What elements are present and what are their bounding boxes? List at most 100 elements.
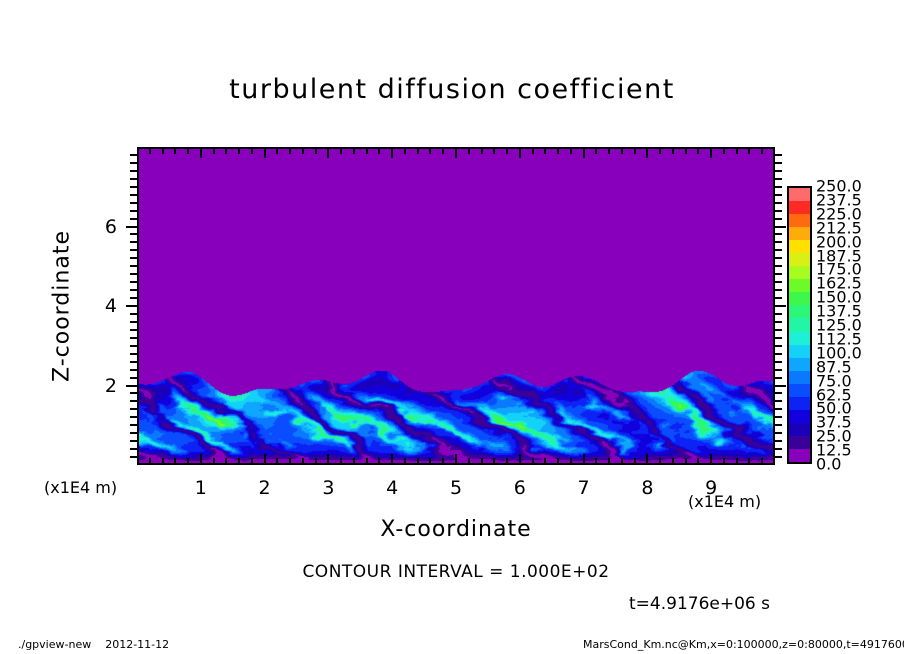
colorbar-tick-label: 75.0 [816,371,852,391]
axis-tick [775,249,782,252]
colorbar-cell [789,370,810,384]
axis-tick [174,147,177,154]
axis-tick [212,147,215,154]
axis-tick [775,416,782,419]
colorbar-cell [789,240,810,254]
colorbar-tick-label: 125.0 [816,315,862,335]
axis-tick [429,458,432,465]
axis-tick [697,147,700,154]
axis-tick [126,225,137,228]
colorbar [787,186,812,464]
axis-tick [130,257,137,260]
axis-tick [620,458,623,465]
axis-tick [722,458,725,465]
axis-tick [276,458,279,465]
axis-tick [130,352,137,355]
axis-tick [130,392,137,395]
axis-tick [391,147,394,158]
axis-tick [493,458,496,465]
colorbar-cell [789,227,810,241]
axis-tick [775,265,782,268]
axis-tick [748,458,751,465]
axis-tick [199,454,202,465]
axis-tick [130,416,137,419]
contour-interval-label: CONTOUR INTERVAL = 1.000E+02 [302,562,610,582]
axis-tick [775,209,782,212]
axis-tick [775,456,782,459]
axis-tick [403,147,406,154]
axis-tick [608,147,611,154]
x-tick-label: 4 [386,477,399,499]
axis-tick [569,458,572,465]
colorbar-tick-label: 250.0 [816,176,862,196]
x-axis-unit-label: (x1E4 m) [688,492,762,511]
axis-tick [442,458,445,465]
axis-tick [775,281,782,284]
y-axis-ticks-right [775,147,786,465]
axis-tick [340,147,343,154]
axis-tick [130,177,137,180]
axis-tick [378,147,381,154]
axis-tick [148,458,151,465]
axis-tick [775,440,782,443]
axis-tick [595,147,598,154]
colorbar-cell [789,253,810,267]
axis-tick [130,281,137,284]
axis-tick [775,233,782,236]
colorbar-tick-label: 12.5 [816,440,852,460]
axis-tick [775,312,782,315]
colorbar-cell [789,422,810,436]
axis-tick [365,147,368,154]
axis-tick [174,458,177,465]
axis-tick [775,368,782,371]
axis-tick [130,368,137,371]
axis-tick [130,440,137,443]
axis-tick [775,400,782,403]
plot-area [137,147,775,465]
axis-tick [416,458,419,465]
colorbar-cell [789,214,810,228]
colorbar-tick-label: 87.5 [816,357,852,377]
axis-tick [775,448,782,451]
axis-tick [582,454,585,465]
axis-tick [130,185,137,188]
axis-tick [518,454,521,465]
x-tick-label: 8 [641,477,654,499]
colorbar-tick-label: 237.5 [816,190,862,210]
axis-tick [671,458,674,465]
colorbar-tick-label: 0.0 [816,454,842,474]
footer-command-text: ./gpview-new [18,638,92,651]
axis-tick [722,147,725,154]
axis-tick [327,454,330,465]
axis-tick [710,454,713,465]
axis-tick [595,458,598,465]
colorbar-cell [789,448,810,462]
axis-tick [130,312,137,315]
axis-tick [775,193,782,196]
axis-tick [455,454,457,465]
axis-tick [775,241,782,244]
axis-tick [238,147,241,154]
axis-tick [126,384,137,387]
page-title: turbulent diffusion coefficient [229,74,675,105]
axis-tick [314,147,317,154]
axis-tick [429,147,432,154]
y-tick-label: 2 [104,374,117,397]
axis-tick [289,147,292,154]
axis-tick [212,458,215,465]
axis-tick [608,458,611,465]
axis-tick [506,147,509,154]
colorbar-cell [789,383,810,397]
axis-tick [250,458,253,465]
axis-tick [671,147,674,154]
axis-tick [263,454,266,465]
x-tick-label: 7 [577,477,590,499]
colorbar-tick-label: 25.0 [816,426,852,446]
axis-tick [620,147,623,154]
axis-tick [775,408,782,411]
y-axis-ticks [126,147,138,465]
axis-tick [569,147,572,154]
x-tick-label: 3 [322,477,335,499]
axis-tick [130,297,137,300]
colorbar-cell [789,292,810,306]
